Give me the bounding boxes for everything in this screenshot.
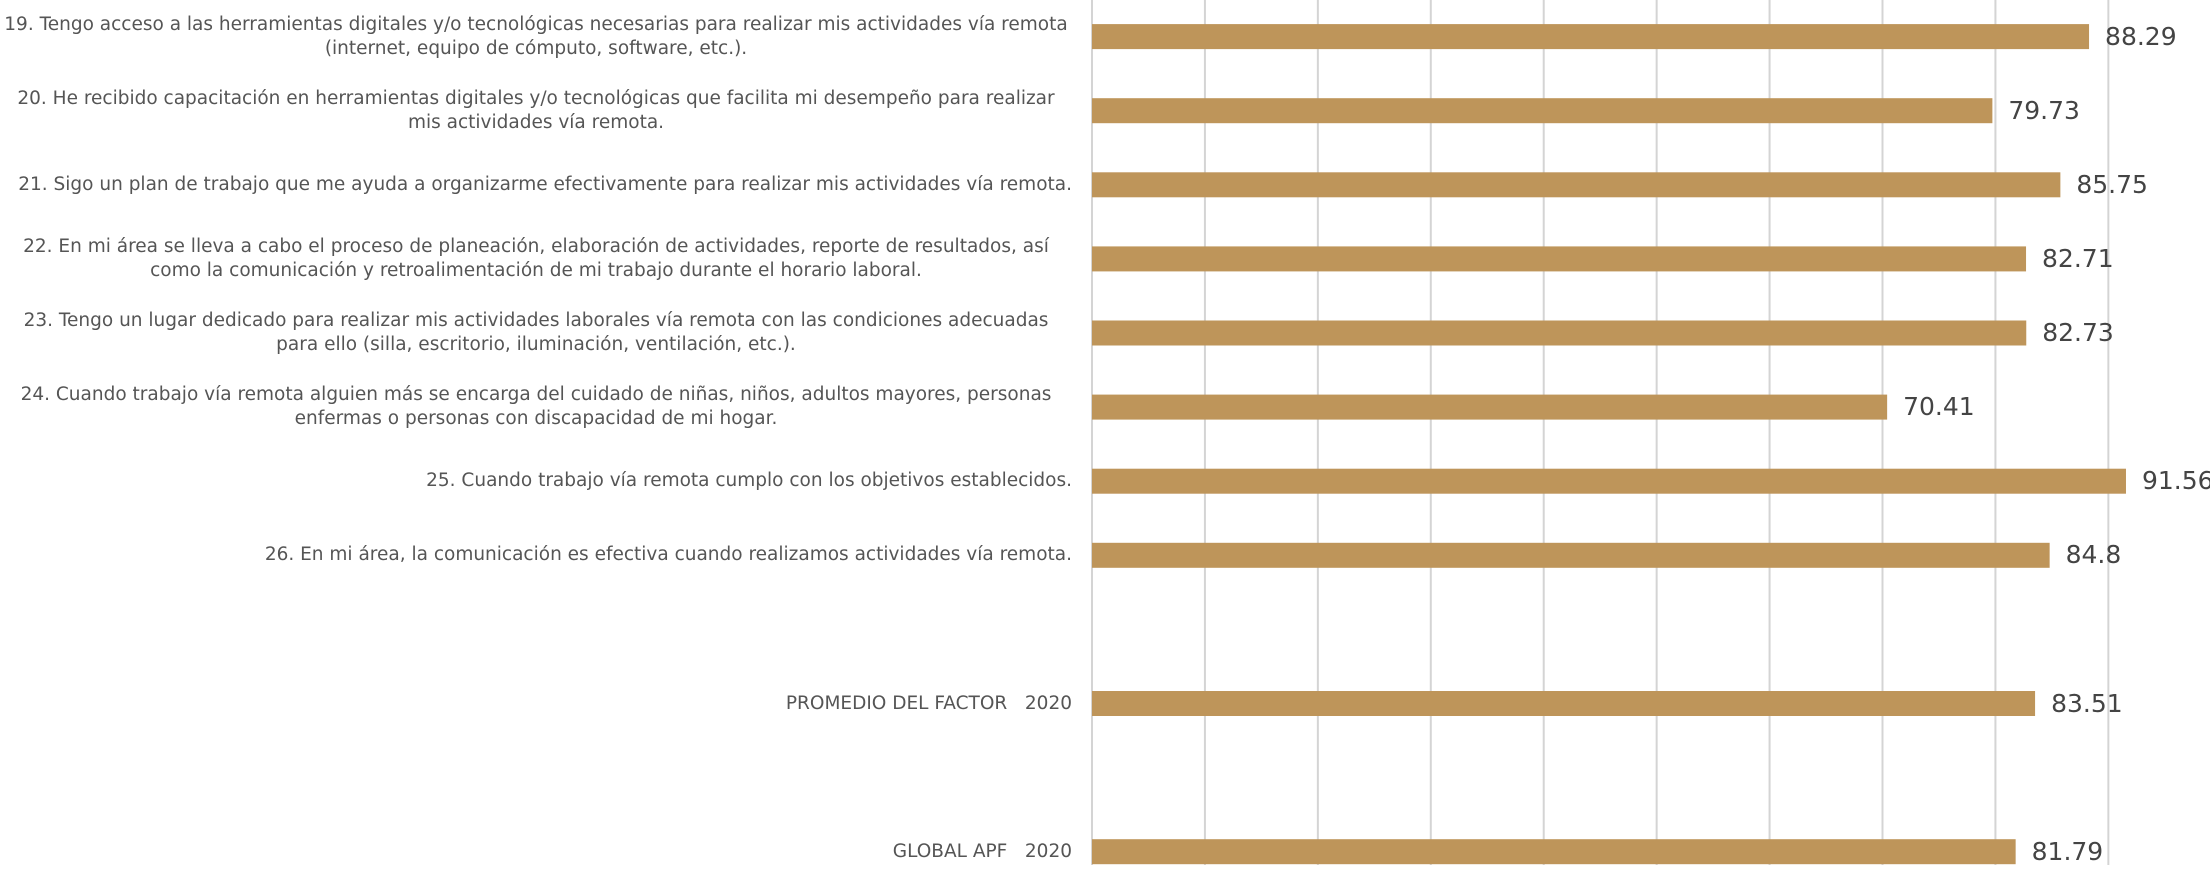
category-label-text: 25. Cuando trabajo vía remota cumplo con… <box>426 470 1072 492</box>
category-label: 20. He recibido capacitación en herramie… <box>0 81 1072 141</box>
bar <box>1092 394 1888 420</box>
category-label: 24. Cuando trabajo vía remota alguien má… <box>0 377 1072 437</box>
category-label-text: 26. En mi área, la comunicación es efect… <box>264 544 1072 566</box>
category-label-text: 20. He recibido capacitación en herramie… <box>17 87 1061 133</box>
value-label-text: 81.79 <box>2031 836 2104 866</box>
value-label: 82.71 <box>2042 244 2114 274</box>
category-label-text: 23. Tengo un lugar dedicado para realiza… <box>23 310 1055 355</box>
bar <box>1092 24 2090 50</box>
category-label-text: PROMEDIO DEL FACTOR 2020 <box>785 692 1072 714</box>
value-label: 88.29 <box>2105 22 2177 52</box>
value-label: 82.73 <box>2042 318 2114 348</box>
category-label-text: 22. En mi área se lleva a cabo el proces… <box>23 235 1055 281</box>
value-label-text: 88.29 <box>2105 21 2177 51</box>
value-label: 91.56 <box>2142 466 2210 496</box>
value-label-text: 85.75 <box>2076 169 2148 199</box>
value-label: 70.41 <box>1903 392 1975 422</box>
category-label: 25. Cuando trabajo vía remota cumplo con… <box>0 451 1072 511</box>
bar <box>1092 172 2061 198</box>
value-label: 84.8 <box>2066 540 2122 570</box>
value-label: 85.75 <box>2076 170 2148 200</box>
category-label: GLOBAL APF 2020 <box>0 822 1072 882</box>
bar <box>1092 542 2050 568</box>
category-label: 21. Sigo un plan de trabajo que me ayuda… <box>0 155 1072 215</box>
category-label: 23. Tengo un lugar dedicado para realiza… <box>0 303 1072 363</box>
bar <box>1092 98 1993 124</box>
category-label: PROMEDIO DEL FACTOR 2020 <box>0 674 1072 734</box>
value-label-text: 82.73 <box>2042 318 2114 347</box>
bar <box>1092 468 2126 494</box>
value-label-text: 91.56 <box>2141 466 2210 496</box>
value-label-text: 83.51 <box>2051 688 2123 718</box>
category-label-text: 21. Sigo un plan de trabajo que me ayuda… <box>18 173 1072 195</box>
bar <box>1092 320 2027 346</box>
value-label: 83.51 <box>2051 689 2123 719</box>
bar <box>1092 246 2027 272</box>
category-label: 19. Tengo acceso a las herramientas digi… <box>0 7 1072 67</box>
value-label-text: 84.8 <box>2065 540 2122 570</box>
value-label-text: 79.73 <box>2008 95 2080 125</box>
bar <box>1092 691 2036 716</box>
value-label: 79.73 <box>2008 96 2080 126</box>
value-label-text: 82.71 <box>2042 243 2114 273</box>
category-label-text: GLOBAL APF 2020 <box>892 840 1072 862</box>
value-label: 81.79 <box>2032 837 2104 867</box>
category-label-text: 19. Tengo acceso a las herramientas digi… <box>4 13 1074 59</box>
category-label: 26. En mi área, la comunicación es efect… <box>0 525 1072 585</box>
bar <box>1092 839 2016 865</box>
value-label-text: 70.41 <box>1903 392 1975 422</box>
category-label: 22. En mi área se lleva a cabo el proces… <box>0 229 1072 289</box>
category-label-text: 24. Cuando trabajo vía remota alguien má… <box>20 384 1058 430</box>
